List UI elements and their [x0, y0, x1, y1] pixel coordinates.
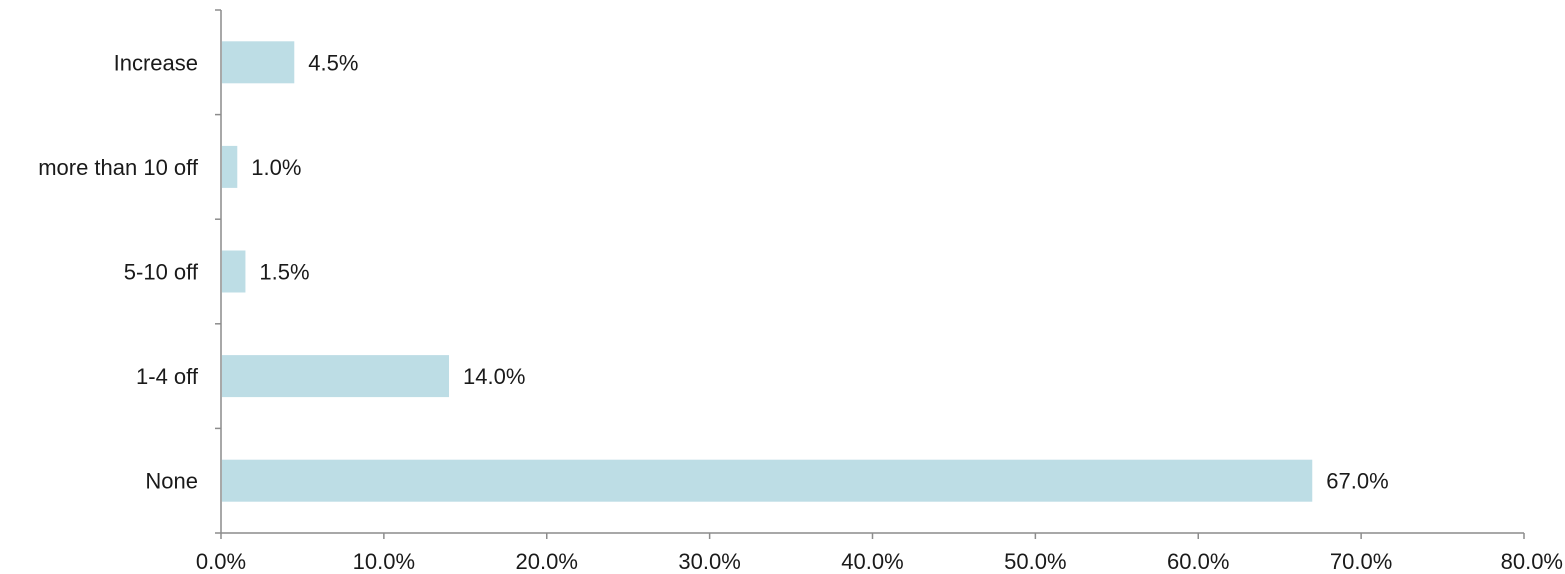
labels-layer: Increase 4.5% more than 10 off 1.0% 5-10 off… — [38, 50, 1563, 574]
bar-0 — [222, 41, 295, 84]
category-label: Increase — [114, 50, 198, 75]
x-tick-label: 20.0% — [516, 549, 578, 574]
x-tick-label: 0.0% — [196, 549, 246, 574]
axes-layer — [215, 9, 1525, 539]
bar-2 — [222, 250, 246, 293]
x-tick-label: 80.0% — [1501, 549, 1563, 574]
bar-1 — [222, 145, 238, 188]
x-tick-label: 10.0% — [353, 549, 415, 574]
category-label: 1-4 off — [136, 364, 199, 389]
data-label: 1.0% — [251, 155, 301, 180]
data-label: 14.0% — [463, 364, 525, 389]
data-label: 1.5% — [259, 260, 309, 285]
x-tick-label: 60.0% — [1167, 549, 1229, 574]
data-label: 67.0% — [1326, 469, 1388, 494]
x-tick-label: 70.0% — [1330, 549, 1392, 574]
category-label: more than 10 off — [38, 155, 199, 180]
bars-layer — [222, 41, 1313, 502]
x-tick-label: 40.0% — [841, 549, 903, 574]
data-label: 4.5% — [308, 50, 358, 75]
bar-4 — [222, 459, 1313, 502]
x-tick-label: 30.0% — [678, 549, 740, 574]
bar-3 — [222, 355, 450, 398]
x-tick-label: 50.0% — [1004, 549, 1066, 574]
category-label: 5-10 off — [124, 260, 199, 285]
category-label: None — [145, 469, 198, 494]
